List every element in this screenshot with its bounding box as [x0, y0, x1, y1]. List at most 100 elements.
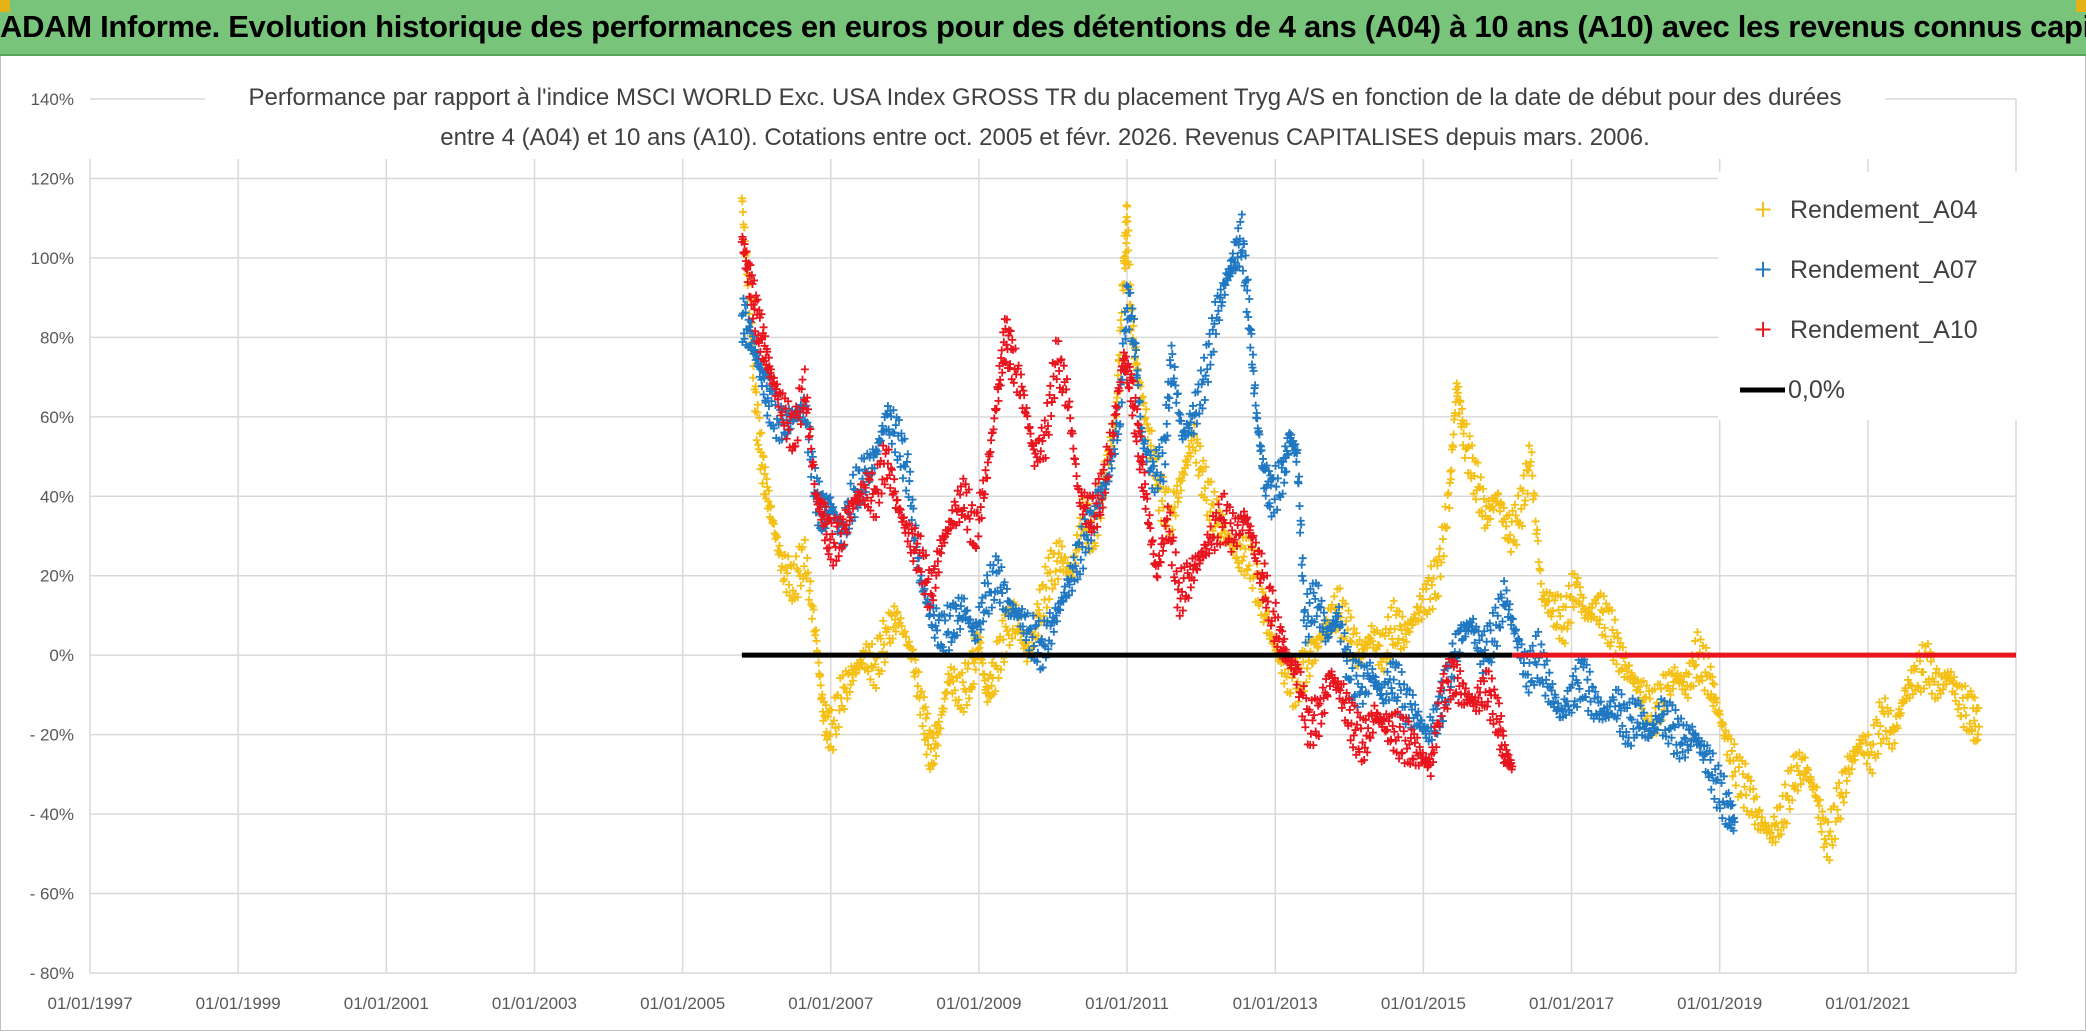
data-point	[1912, 664, 1920, 673]
data-point	[1141, 480, 1150, 489]
data-point	[1750, 820, 1759, 829]
data-point	[933, 741, 942, 750]
data-point	[1923, 639, 1932, 648]
data-point	[939, 704, 948, 713]
data-point	[1060, 582, 1069, 591]
x-tick-label: 01/01/2011	[1085, 994, 1169, 1013]
data-point	[1530, 680, 1539, 689]
data-point	[1191, 446, 1200, 455]
data-point	[883, 459, 892, 468]
data-point	[1568, 680, 1577, 689]
data-point	[1349, 731, 1358, 740]
data-point	[1228, 249, 1237, 258]
data-point	[746, 293, 755, 302]
data-point	[1158, 496, 1166, 505]
data-point	[1299, 616, 1308, 625]
data-point	[1614, 685, 1623, 694]
data-point	[1502, 750, 1511, 759]
data-point	[1245, 561, 1254, 570]
data-point	[1925, 680, 1934, 689]
data-point	[1485, 687, 1494, 696]
data-point	[1906, 680, 1915, 689]
data-point	[1124, 246, 1133, 255]
data-point	[937, 549, 946, 558]
data-point	[1727, 735, 1736, 744]
data-point	[1273, 505, 1282, 514]
data-point	[971, 665, 980, 674]
data-point	[1491, 603, 1500, 612]
data-point	[1526, 457, 1535, 466]
data-point	[800, 365, 809, 374]
data-point	[1122, 281, 1131, 290]
data-point	[1211, 329, 1220, 338]
data-point	[1203, 365, 1212, 374]
data-point	[796, 581, 805, 590]
data-point	[1029, 611, 1038, 620]
data-point	[1054, 549, 1063, 558]
data-point	[1293, 446, 1302, 455]
data-point	[1186, 418, 1195, 427]
data-point	[1389, 597, 1398, 606]
data-point	[1970, 693, 1979, 702]
data-point	[752, 388, 761, 397]
data-point	[1475, 636, 1484, 645]
data-point	[1823, 818, 1832, 827]
data-point	[1394, 634, 1403, 643]
data-point	[1547, 612, 1556, 621]
data-point	[1232, 542, 1241, 551]
data-point	[1336, 637, 1345, 646]
data-point	[1036, 447, 1045, 456]
data-point	[979, 617, 988, 626]
data-point	[1338, 620, 1347, 629]
data-point	[773, 532, 782, 541]
data-point	[1205, 549, 1214, 558]
data-point	[905, 477, 914, 486]
data-point	[1489, 505, 1498, 514]
data-point	[1415, 608, 1424, 617]
data-point	[1078, 542, 1087, 551]
data-point	[931, 621, 940, 630]
data-point	[1388, 689, 1397, 698]
data-point	[1305, 705, 1314, 714]
data-point	[764, 402, 773, 411]
data-point	[1518, 486, 1527, 495]
data-point	[1116, 420, 1125, 429]
data-point	[791, 442, 800, 451]
data-point	[1738, 770, 1747, 779]
data-point	[886, 638, 895, 647]
x-tick-label: 01/01/2001	[344, 994, 429, 1013]
data-point	[1269, 607, 1278, 616]
data-point	[1706, 662, 1715, 671]
data-point	[1664, 681, 1673, 690]
data-point	[804, 405, 813, 414]
data-point	[1456, 396, 1465, 405]
data-point	[950, 686, 959, 695]
data-point	[1523, 670, 1532, 679]
data-point	[1699, 755, 1708, 764]
data-point	[1125, 384, 1134, 393]
data-point	[913, 682, 922, 691]
data-point	[1864, 730, 1873, 739]
data-point	[1235, 262, 1244, 271]
data-point	[1677, 714, 1686, 723]
data-point	[783, 418, 792, 427]
data-point	[931, 583, 940, 592]
data-point	[1364, 689, 1373, 698]
data-point	[1352, 629, 1361, 638]
data-point	[1653, 725, 1662, 734]
data-point	[784, 552, 793, 561]
data-point	[1405, 740, 1414, 749]
data-point	[1196, 442, 1205, 451]
data-point	[901, 462, 910, 471]
data-point	[1103, 456, 1112, 465]
data-point	[1661, 732, 1670, 741]
data-point	[1606, 638, 1615, 647]
data-point	[1352, 720, 1361, 729]
data-point	[1508, 615, 1517, 624]
data-point	[865, 475, 874, 484]
data-point	[1439, 552, 1448, 561]
data-point	[1469, 614, 1478, 623]
data-point	[891, 487, 900, 496]
data-point	[1816, 820, 1825, 829]
data-point	[1684, 670, 1693, 679]
